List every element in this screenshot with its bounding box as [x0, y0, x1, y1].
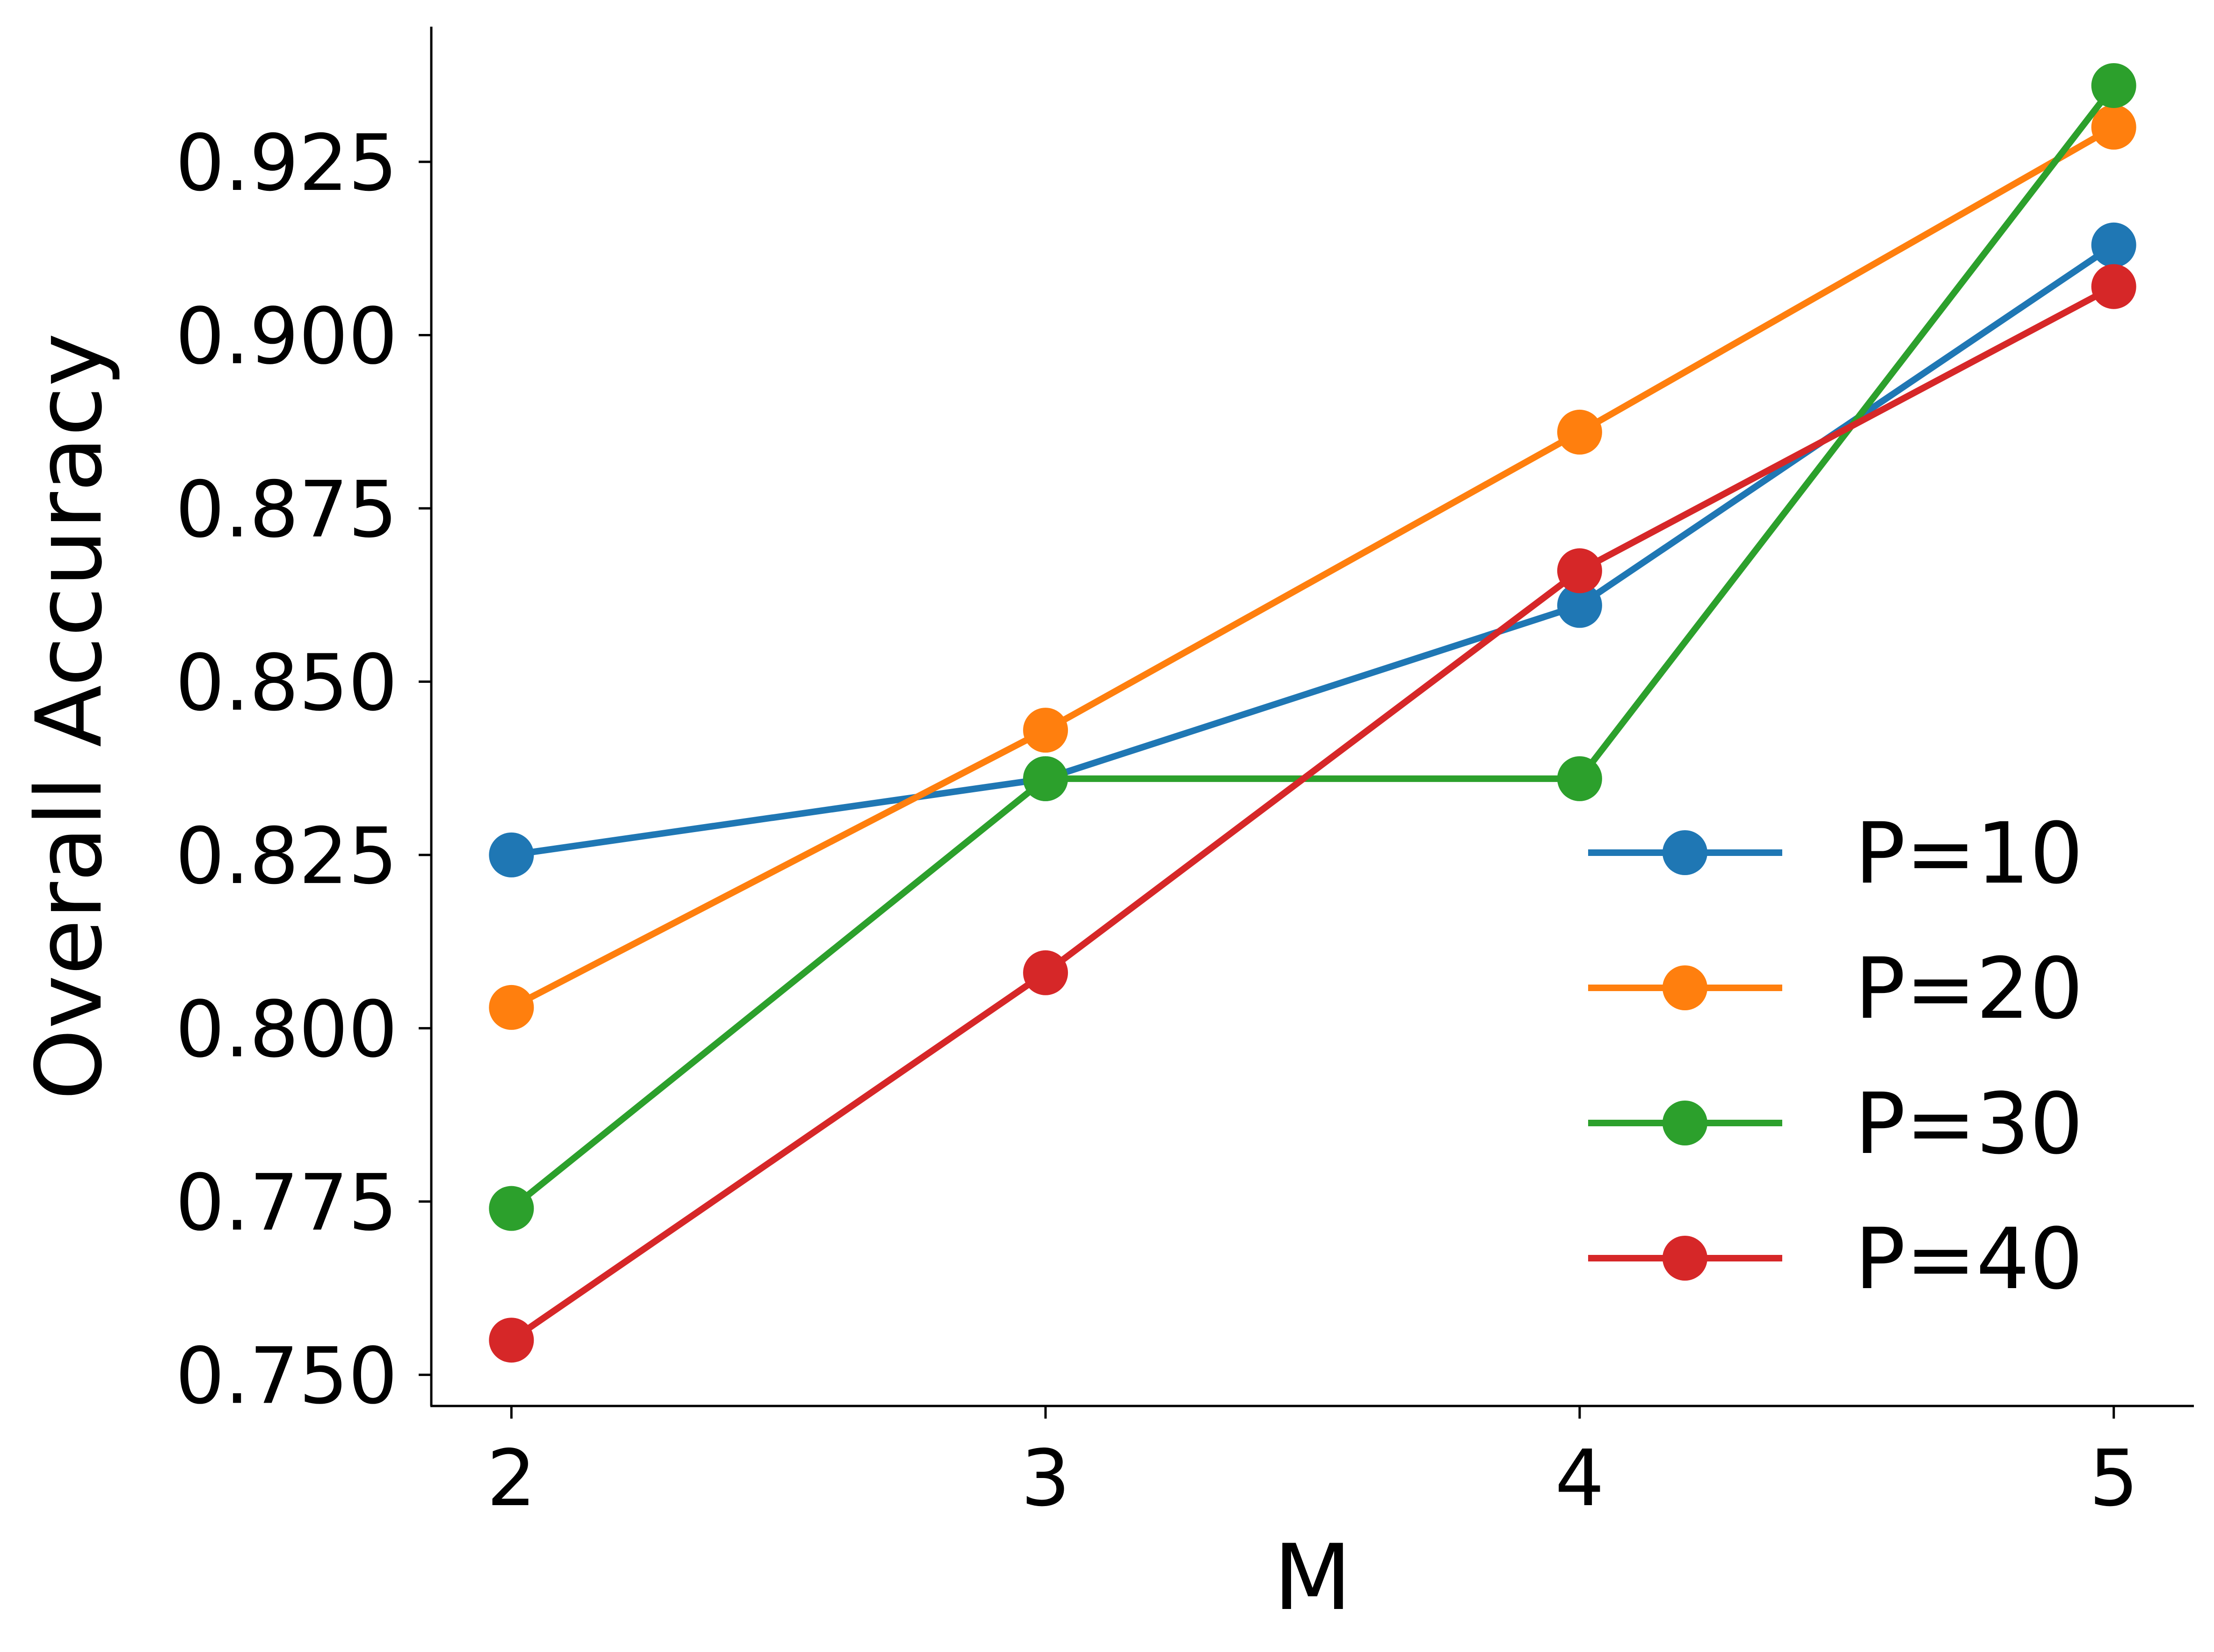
- data-point: [1023, 950, 1068, 995]
- data-point: [2091, 222, 2136, 268]
- data-point: [489, 832, 534, 877]
- series-line: [509, 283, 2116, 1343]
- x-tick-label: 3: [1021, 1434, 1070, 1524]
- x-axis-ticks: 2 3 4 5: [486, 1406, 2139, 1524]
- legend-entry: P=10: [1588, 805, 2083, 903]
- series-line: [510, 124, 2116, 1011]
- legend-marker: [1662, 965, 1707, 1010]
- data-point: [1557, 548, 1602, 594]
- y-axis-ticks: 0.750 0.775 0.800 0.825 0.850 0.875 0.900 0.925: [175, 118, 431, 1421]
- y-tick-label: 0.800: [175, 985, 398, 1075]
- axes-spines: [430, 27, 2194, 1407]
- series-line: [509, 83, 2117, 1211]
- y-tick-label: 0.825: [175, 812, 398, 902]
- y-tick-label: 0.750: [175, 1331, 398, 1421]
- series-p-40: [489, 264, 2136, 1363]
- data-point: [1557, 756, 1602, 801]
- y-tick-label: 0.850: [175, 638, 398, 728]
- data-point: [489, 1186, 534, 1231]
- data-point: [1023, 756, 1068, 801]
- legend-entry: P=20: [1588, 940, 2083, 1038]
- x-tick-label: 5: [2089, 1434, 2139, 1524]
- legend-entry: P=40: [1588, 1210, 2083, 1308]
- data-point: [489, 985, 534, 1030]
- y-tick-label: 0.875: [175, 465, 398, 555]
- data-point: [1557, 583, 1602, 628]
- x-tick-label: 4: [1555, 1434, 1604, 1524]
- data-point: [2091, 264, 2136, 309]
- legend-label: P=20: [1855, 940, 2083, 1038]
- legend-marker: [1662, 830, 1707, 875]
- y-tick-label: 0.900: [175, 291, 398, 382]
- legend-marker: [1662, 1236, 1707, 1281]
- data-point: [1557, 409, 1602, 455]
- legend-label: P=10: [1855, 805, 2083, 903]
- legend-label: P=30: [1855, 1075, 2083, 1173]
- series-p-30: [489, 63, 2136, 1231]
- y-tick-label: 0.925: [175, 118, 398, 209]
- legend: P=10 P=20 P=30 P=40: [1588, 805, 2083, 1308]
- data-point: [2091, 63, 2136, 108]
- legend-label: P=40: [1855, 1210, 2083, 1308]
- data-point: [2091, 104, 2136, 150]
- series-p-20: [489, 104, 2136, 1030]
- data-point: [1023, 708, 1068, 753]
- data-point: [489, 1318, 534, 1363]
- data-series: [489, 63, 2136, 1363]
- x-tick-label: 2: [486, 1434, 536, 1524]
- legend-marker: [1662, 1101, 1707, 1145]
- y-tick-label: 0.775: [175, 1158, 398, 1248]
- legend-entry: P=30: [1588, 1075, 2083, 1173]
- x-axis-title: M: [1273, 1525, 1351, 1630]
- series-line: [511, 242, 2116, 858]
- y-axis-title: Overall Accuracy: [16, 333, 122, 1101]
